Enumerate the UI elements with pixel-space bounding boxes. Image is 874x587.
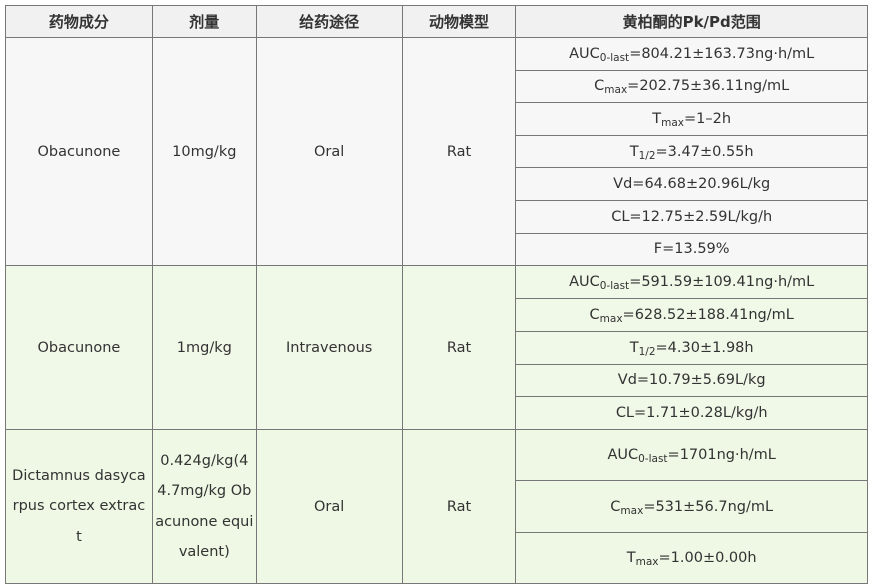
param-name: CL=1.71±0.28L/kg/h (615, 405, 768, 422)
model-cell: Rat (401, 429, 517, 585)
header-model: 动物模型 (401, 5, 517, 38)
param-value: =1701ng·h/mL (667, 447, 776, 464)
table-row: F=13.59% (6, 232, 868, 267)
param-value: =3.47±0.55h (655, 143, 754, 160)
table-row: Obacunone 10mg/kg Oral Rat AUC0-last=804.21±… (5, 36, 868, 267)
table-row: Vd=10.79±5.69L/kg (6, 363, 868, 398)
table-row: Cmax=628.52±188.41ng/mL (6, 297, 868, 332)
dose-cell: 1mg/kg (151, 265, 257, 431)
table-row: Dictamnus dasycarpus cortex extract 0.424… (5, 429, 868, 585)
param-subscript: 1/2 (638, 345, 656, 358)
table-row: CL=1.71±0.28L/kg/h (6, 396, 868, 431)
pkpd-value-cell: T1/2=3.47±0.55h (515, 134, 868, 169)
pkpd-value-cell: CL=1.71±0.28L/kg/h (515, 396, 868, 431)
pkpd-value-cell: Tmax=1.00±0.00h (515, 531, 868, 585)
param-value: =628.52±188.41ng/mL (622, 306, 794, 323)
param-name: T (629, 143, 639, 160)
model-cell: Rat (401, 36, 517, 267)
param-value: =804.21±163.73ng·h/mL (629, 45, 815, 62)
param-subscript: max (661, 116, 685, 129)
table-row: Cmax=531±56.7ng/mL (6, 480, 868, 533)
param-value: =531±56.7ng/mL (643, 498, 774, 515)
pkpd-value-cell: Vd=64.68±20.96L/kg (515, 167, 868, 201)
param-name: C (589, 306, 600, 323)
pkpd-value-cell: Tmax=1–2h (515, 102, 868, 136)
route-cell: Intravenous (255, 265, 403, 431)
pkpd-value-cell: Cmax=202.75±36.11ng/mL (515, 69, 868, 104)
header-route: 给药途径 (255, 5, 403, 38)
param-value: =4.30±1.98h (655, 339, 754, 356)
param-name: AUC (569, 274, 600, 291)
table-row: Tmax=1.00±0.00h (6, 531, 868, 585)
param-subscript: max (620, 504, 644, 517)
drug-cell: Dictamnus dasycarpus cortex extract (5, 429, 153, 585)
param-subscript: 0-last (599, 51, 630, 64)
table-row: Obacunone 1mg/kg Intravenous Rat AUC0-last=5… (5, 265, 868, 431)
dose-cell: 0.424g/kg(44.7mg/kg Obacunone equivalent… (151, 429, 257, 585)
header-row: 药物成分 剂量 给药途径 动物模型 黄柏酮的Pk/Pd范围 (5, 5, 868, 38)
model-cell: Rat (401, 265, 517, 431)
param-subscript: max (635, 555, 659, 568)
pkpd-value-cell: Cmax=531±56.7ng/mL (515, 480, 868, 533)
route-cell: Oral (255, 429, 403, 585)
param-subscript: 1/2 (638, 149, 656, 162)
header-drug: 药物成分 (5, 5, 153, 38)
param-name: AUC (607, 447, 639, 464)
table-row: T1/2=4.30±1.98h (6, 330, 868, 365)
header-dose: 剂量 (151, 5, 257, 38)
param-name: C (594, 78, 605, 95)
param-value: =1.00±0.00h (658, 549, 757, 566)
param-subscript: 0-last (638, 453, 668, 466)
header-pkpd: 黄柏酮的Pk/Pd范围 (515, 5, 868, 38)
param-value: =202.75±36.11ng/mL (627, 78, 790, 95)
param-name: F=13.59% (653, 241, 730, 258)
pkpd-value-cell: AUC0-last=591.59±109.41ng·h/mL (515, 265, 868, 299)
pkpd-value-cell: Cmax=628.52±188.41ng/mL (515, 297, 868, 332)
param-subscript: max (604, 84, 628, 97)
pkpd-value-cell: CL=12.75±2.59L/kg/h (515, 199, 868, 234)
dose-cell: 10mg/kg (151, 36, 257, 267)
pkpd-value-cell: AUC0-last=804.21±163.73ng·h/mL (515, 37, 868, 71)
param-name: T (626, 549, 636, 566)
pkpd-value-cell: Vd=10.79±5.69L/kg (515, 363, 868, 398)
table-row: Cmax=202.75±36.11ng/mL (6, 69, 868, 104)
drug-cell: Obacunone (5, 265, 153, 431)
pkpd-value-cell: F=13.59% (515, 232, 868, 267)
param-name: T (629, 339, 639, 356)
drug-cell: Obacunone (5, 36, 153, 267)
param-value: =591.59±109.41ng·h/mL (629, 274, 815, 291)
param-name: CL=12.75±2.59L/kg/h (611, 208, 773, 225)
param-value: =1–2h (684, 110, 732, 127)
param-name: Vd=64.68±20.96L/kg (613, 176, 771, 193)
table-row: CL=12.75±2.59L/kg/h (6, 199, 868, 234)
pkpd-value-cell: T1/2=4.30±1.98h (515, 330, 868, 365)
param-name: Vd=10.79±5.69L/kg (617, 372, 766, 389)
table-row: Vd=64.68±20.96L/kg (6, 167, 868, 201)
table-row: T1/2=3.47±0.55h (6, 134, 868, 169)
param-subscript: max (599, 312, 623, 325)
param-name: T (652, 110, 662, 127)
pk-table: 药物成分 剂量 给药途径 动物模型 黄柏酮的Pk/Pd范围 Obacunone 1… (5, 5, 868, 585)
pkpd-value-cell: AUC0-last=1701ng·h/mL (515, 429, 868, 482)
param-name: C (610, 498, 621, 515)
param-name: AUC (569, 45, 600, 62)
param-subscript: 0-last (599, 280, 630, 293)
route-cell: Oral (255, 36, 403, 267)
